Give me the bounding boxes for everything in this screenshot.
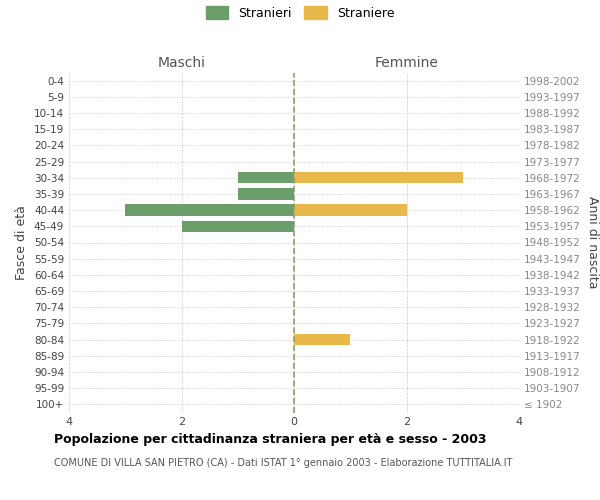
Y-axis label: Anni di nascita: Anni di nascita [586,196,599,288]
Text: Femmine: Femmine [374,56,439,70]
Text: COMUNE DI VILLA SAN PIETRO (CA) - Dati ISTAT 1° gennaio 2003 - Elaborazione TUTT: COMUNE DI VILLA SAN PIETRO (CA) - Dati I… [54,458,512,468]
Bar [238,172,294,184]
Bar [294,204,407,216]
Legend: Stranieri, Straniere: Stranieri, Straniere [206,6,394,20]
Text: Maschi: Maschi [157,56,205,70]
Bar [238,188,294,200]
Bar [294,334,350,345]
Bar [294,172,463,184]
Bar [125,204,294,216]
Bar [182,220,294,232]
Text: Popolazione per cittadinanza straniera per età e sesso - 2003: Popolazione per cittadinanza straniera p… [54,432,487,446]
Y-axis label: Fasce di età: Fasce di età [16,205,28,280]
